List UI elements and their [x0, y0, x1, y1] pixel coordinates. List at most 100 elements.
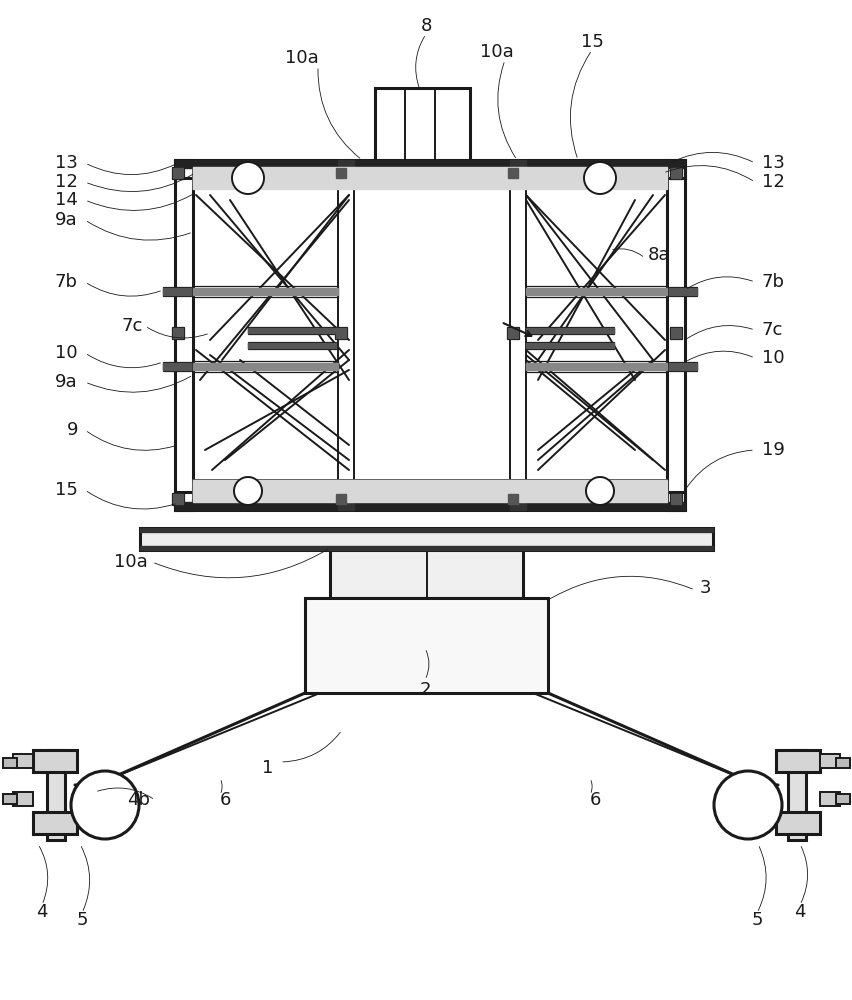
Bar [508, 494, 517, 504]
Text: 10: 10 [761, 349, 784, 367]
Text: 8a: 8a [648, 246, 670, 264]
Bar [671, 328, 680, 338]
Text: 8: 8 [420, 17, 431, 35]
Text: 7c: 7c [122, 317, 143, 335]
Text: 15: 15 [580, 33, 602, 51]
Text: 10: 10 [55, 344, 78, 362]
Bar [508, 328, 517, 338]
Bar [175, 160, 684, 168]
Text: 7b: 7b [761, 273, 784, 291]
Bar [193, 480, 666, 502]
Bar [526, 363, 666, 370]
Text: 5: 5 [76, 911, 88, 929]
Bar [193, 480, 666, 502]
Circle shape [584, 162, 615, 194]
Bar [172, 493, 184, 505]
Text: 6: 6 [220, 791, 231, 809]
Bar [175, 492, 684, 510]
Bar [835, 758, 849, 768]
Bar [668, 287, 696, 296]
Text: 1: 1 [262, 759, 273, 777]
Bar [175, 160, 193, 510]
Bar [668, 363, 696, 370]
Bar [335, 493, 347, 505]
Bar [526, 288, 666, 295]
Text: 9a: 9a [55, 211, 78, 229]
Text: 10a: 10a [480, 43, 513, 61]
Bar [163, 287, 191, 296]
Bar [335, 327, 347, 339]
Bar [669, 327, 682, 339]
Bar [248, 343, 336, 348]
Bar [173, 168, 183, 178]
Bar [13, 792, 33, 806]
Bar [175, 502, 684, 510]
Bar [193, 288, 337, 295]
Text: 12: 12 [761, 173, 784, 191]
Bar [375, 88, 469, 160]
Bar [671, 168, 680, 178]
Circle shape [233, 477, 262, 505]
Bar [337, 160, 354, 167]
Bar [305, 598, 547, 693]
Bar [819, 754, 839, 768]
Bar [193, 167, 666, 189]
Bar [173, 328, 183, 338]
Bar [33, 750, 77, 772]
Bar [526, 342, 613, 349]
Bar [526, 328, 613, 333]
Bar [668, 362, 696, 371]
Bar [172, 327, 184, 339]
Bar [526, 343, 613, 348]
Bar [787, 750, 805, 840]
Bar [775, 750, 819, 772]
Bar [13, 754, 33, 768]
Bar [33, 812, 77, 834]
Bar [173, 494, 183, 504]
Bar [337, 503, 354, 510]
Bar [526, 286, 666, 297]
Bar [669, 167, 682, 179]
Bar [248, 342, 336, 349]
Text: 9: 9 [66, 421, 78, 439]
Bar [336, 328, 346, 338]
Bar [336, 494, 346, 504]
Bar [3, 758, 17, 768]
Text: 4: 4 [793, 903, 805, 921]
Bar [337, 160, 354, 510]
Bar [193, 363, 337, 370]
Circle shape [232, 162, 263, 194]
Bar [509, 160, 526, 167]
Bar [336, 168, 346, 178]
Text: 4: 4 [36, 903, 48, 921]
Bar [775, 812, 819, 834]
Bar [506, 167, 518, 179]
Text: 5: 5 [751, 911, 762, 929]
Bar [140, 528, 712, 550]
Text: 4b: 4b [127, 791, 150, 809]
Bar [193, 361, 337, 372]
Circle shape [71, 771, 139, 839]
Bar [172, 167, 184, 179]
Bar [508, 168, 517, 178]
Bar [193, 286, 337, 297]
Bar [666, 160, 684, 510]
Text: 9a: 9a [55, 373, 78, 391]
Bar [163, 363, 191, 370]
Text: 14: 14 [55, 191, 78, 209]
Bar [669, 493, 682, 505]
Text: 13: 13 [761, 154, 784, 172]
Bar [163, 288, 191, 295]
Text: 3: 3 [699, 579, 711, 597]
Bar [140, 528, 712, 532]
Bar [193, 167, 666, 189]
Bar [175, 160, 684, 178]
Text: 19: 19 [761, 441, 784, 459]
Bar [526, 327, 613, 334]
Circle shape [585, 477, 613, 505]
Bar [163, 362, 191, 371]
Bar [506, 327, 518, 339]
Text: 6: 6 [590, 791, 601, 809]
Bar [330, 550, 522, 598]
Bar [335, 167, 347, 179]
